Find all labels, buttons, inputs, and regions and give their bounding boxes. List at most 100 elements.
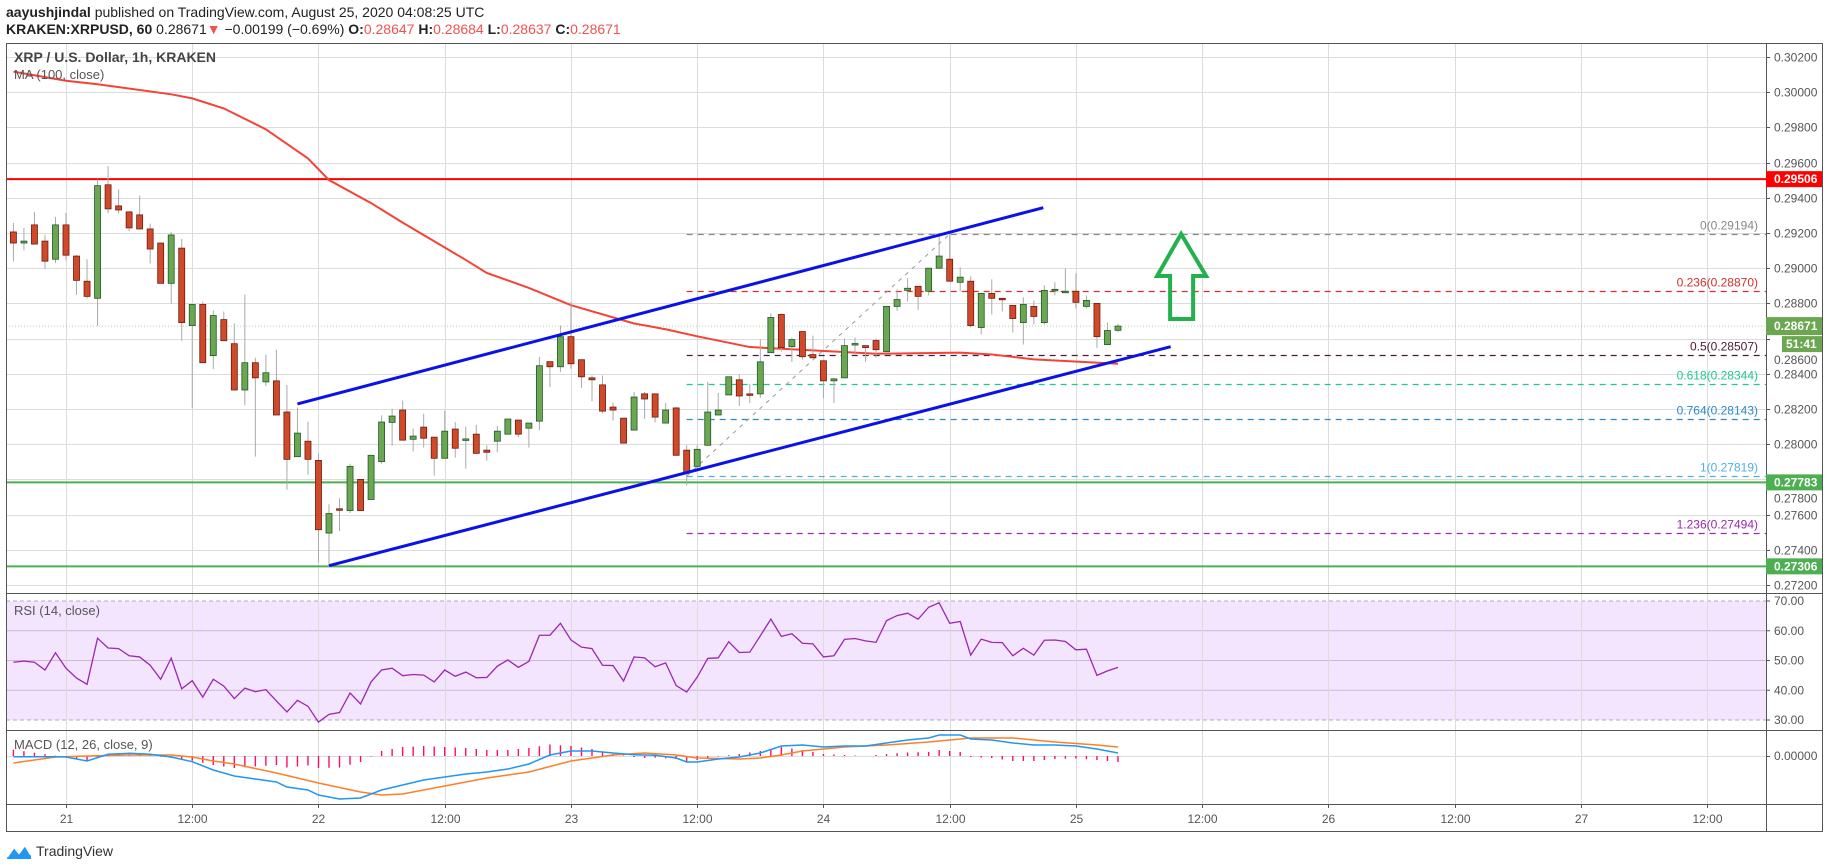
candle-down xyxy=(104,184,112,210)
candle-up xyxy=(883,305,890,353)
candle-down xyxy=(230,343,238,391)
candle-up xyxy=(367,454,375,500)
candle-down xyxy=(988,292,996,299)
price-tick-label: 0.28400 xyxy=(1774,368,1818,382)
rsi-tick-label: 70.00 xyxy=(1774,594,1804,608)
candle-down xyxy=(1093,302,1101,338)
price-tag xyxy=(1766,474,1822,491)
candle-down xyxy=(820,360,827,382)
candle-down xyxy=(420,426,428,439)
macd-pane xyxy=(12,734,1119,800)
rsi-tick-label: 60.00 xyxy=(1774,624,1804,638)
candle-up xyxy=(346,465,354,511)
candle-up xyxy=(209,315,217,357)
candle-down xyxy=(746,393,754,396)
rsi-legend[interactable]: RSI (14, close) xyxy=(14,603,100,618)
price-tick-label: 0.27600 xyxy=(1774,509,1818,523)
candle-down xyxy=(115,205,122,211)
price-tag-label: 0.27306 xyxy=(1774,559,1818,573)
candle-down xyxy=(620,417,627,444)
candle-down xyxy=(998,297,1006,301)
candle-down xyxy=(483,449,491,453)
candle-up xyxy=(925,267,933,292)
low-value: 0.28637 xyxy=(500,21,552,37)
vertical-grid xyxy=(66,44,1708,804)
candle-down xyxy=(9,231,17,244)
fibonacci-retracement[interactable]: 0(0.29194) 0.236(0.28870) 0.5(0.28507) 0.61… xyxy=(686,219,1766,535)
candle-down xyxy=(735,379,743,397)
fib-trend-line[interactable] xyxy=(686,233,951,477)
pane-borders xyxy=(6,43,1823,832)
rsi-line xyxy=(13,601,1119,724)
price-axis[interactable]: 0.30200 0.30000 0.29800 0.29600 0.29400 0.292… xyxy=(1766,51,1818,764)
close-label: C: xyxy=(555,21,571,37)
close-value: 0.28671 xyxy=(570,21,621,37)
candle-up xyxy=(662,409,670,424)
tradingview-brand: TradingView xyxy=(36,843,114,859)
macd-legend[interactable]: MACD (12, 26, close, 9) xyxy=(14,737,153,752)
time-axis[interactable]: 21 12:00 22 12:00 23 12:00 24 12:00 25 12:00 26 12:… xyxy=(60,804,1723,826)
candles xyxy=(9,166,1122,568)
candle-up xyxy=(693,448,701,467)
candle-up xyxy=(1019,304,1027,323)
price-tick-label: 0.28000 xyxy=(1774,438,1818,452)
macd-line xyxy=(13,734,1119,800)
candle-down xyxy=(578,359,585,378)
price-tick-label: 0.30200 xyxy=(1774,51,1818,65)
candle-down xyxy=(651,393,659,418)
candle-down xyxy=(315,459,322,531)
candle-up xyxy=(1114,325,1122,331)
last-price: 0.28671 xyxy=(156,21,207,37)
macd-signal-line xyxy=(13,737,1119,796)
candle-up xyxy=(1062,290,1069,294)
candle-down xyxy=(641,393,648,400)
price-tick-label: 0.28800 xyxy=(1774,297,1818,311)
price-tag-label: 0.29506 xyxy=(1774,172,1818,186)
time-tick-label: 12:00 xyxy=(177,812,207,826)
candle-down xyxy=(136,214,144,230)
time-tick-label: 12:00 xyxy=(935,812,965,826)
channel-lower-line[interactable] xyxy=(328,345,1171,568)
candle-down xyxy=(157,242,165,284)
price-tag xyxy=(1766,558,1822,575)
tradingview-logo[interactable]: TradingView xyxy=(6,842,113,860)
fib-level-label: 1(0.27819) xyxy=(1700,461,1758,475)
horizontal-levels[interactable] xyxy=(6,178,1766,568)
candle-up xyxy=(188,304,196,326)
price-tick-label: 0.27800 xyxy=(1774,491,1818,505)
candle-down xyxy=(272,380,280,416)
candle-down xyxy=(451,428,459,449)
time-tick-label: 22 xyxy=(312,812,326,826)
ma-legend[interactable]: MA (100, close) xyxy=(14,67,104,82)
time-tick-label: 12:00 xyxy=(1692,812,1722,826)
candle-up xyxy=(388,415,396,423)
price-tag-label: 0.27783 xyxy=(1774,475,1818,489)
time-tick-label: 27 xyxy=(1575,812,1589,826)
time-tick-label: 12:00 xyxy=(430,812,460,826)
price-tick-label: 0.28200 xyxy=(1774,403,1818,417)
open-value: 0.28647 xyxy=(363,21,415,37)
up-arrow-icon[interactable] xyxy=(1153,230,1210,321)
candle-down xyxy=(62,224,70,256)
author-name[interactable]: aayushjindal xyxy=(6,4,91,20)
candle-down xyxy=(946,258,954,282)
candle-down xyxy=(283,411,291,460)
candle-up xyxy=(409,435,417,440)
candle-up xyxy=(378,421,386,463)
candle-down xyxy=(599,384,606,412)
up-arrow-shape[interactable] xyxy=(1153,230,1210,321)
rsi-tick-label: 50.00 xyxy=(1774,654,1804,668)
open-label: O: xyxy=(348,21,364,37)
candle-up xyxy=(630,396,638,431)
ascending-channel[interactable] xyxy=(297,206,1171,568)
channel-upper-line[interactable] xyxy=(297,206,1044,406)
candle-up xyxy=(1040,289,1048,323)
candle-up xyxy=(977,292,985,328)
candle-up xyxy=(893,299,901,307)
price-tick-label: 0.28600 xyxy=(1774,353,1818,367)
candle-up xyxy=(557,336,564,368)
candle-down xyxy=(304,440,312,460)
candle-up xyxy=(725,376,733,396)
price-tick-label: 0.29800 xyxy=(1774,121,1818,135)
